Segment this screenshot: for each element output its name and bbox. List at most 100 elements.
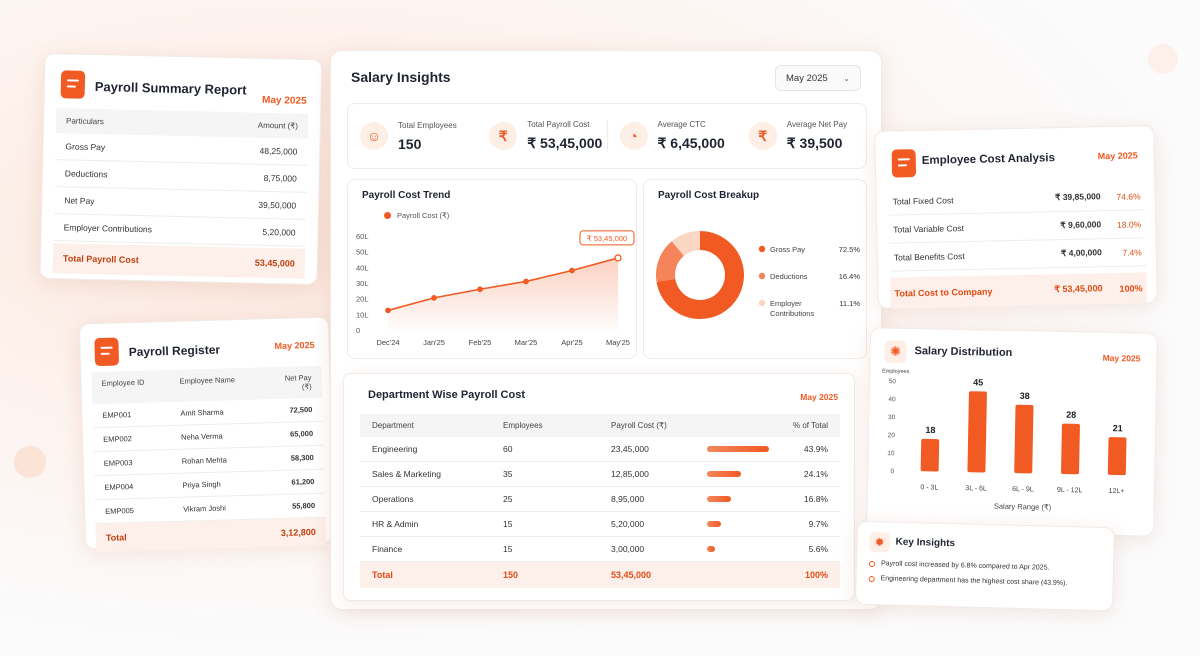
cost-analysis-list: Total Fixed Cost ₹ 39,85,000 74.6% Total Va… xyxy=(888,182,1147,309)
net-pay: 58,300 xyxy=(290,453,314,463)
y-tick-label: 50 xyxy=(889,378,897,385)
table-row: Employer Contributions 5,20,000 xyxy=(53,214,306,247)
payroll-cost: 8,95,000 xyxy=(611,494,645,504)
pie-icon: ◔ xyxy=(619,122,648,150)
kpi-value: ₹ 53,45,000 xyxy=(527,135,603,151)
decorative-circle xyxy=(1148,44,1178,74)
document-icon xyxy=(891,149,917,178)
percent-of-total: 43.9% xyxy=(803,444,828,454)
cost-percent: 74.6% xyxy=(1116,190,1141,202)
kpi-value: ₹ 6,45,000 xyxy=(657,135,725,151)
payroll-cost: 3,00,000 xyxy=(611,544,645,554)
x-tick-label: Mar'25 xyxy=(515,338,538,347)
bar-value-label: 21 xyxy=(1113,423,1123,433)
x-tick-label: 12L+ xyxy=(1109,488,1125,495)
share-bar xyxy=(707,519,791,529)
legend-label: Employer xyxy=(770,299,802,308)
department-total-row: Total 150 53,45,000 100% xyxy=(360,562,840,588)
department-name: Finance xyxy=(372,544,403,554)
card-title: Payroll Cost Trend xyxy=(362,190,451,201)
card-title: Payroll Register xyxy=(128,342,221,360)
row-label: Net Pay xyxy=(64,195,95,207)
employee-name: Priya Singh xyxy=(182,479,221,490)
department-name: Operations xyxy=(372,494,414,504)
total-label: Total xyxy=(105,532,127,543)
department-payroll-card: Department Wise Payroll Cost May 2025 De… xyxy=(343,373,855,601)
y-tick-label: 30 xyxy=(888,414,896,421)
table-row: Finance 15 3,00,000 5.6% xyxy=(360,537,840,562)
kpi-label: Average Net Pay xyxy=(786,120,848,129)
bar-value-label: 38 xyxy=(1020,391,1030,401)
kpi-label: Average CTC xyxy=(657,120,706,129)
employee-name: Rohan Mehta xyxy=(181,455,227,466)
breakup-donut-chart: Gross Pay 72.5% Deductions 16.4% EmployerCon… xyxy=(656,231,860,319)
cost-total-row: Total Cost to Company ₹ 53,45,000 100% xyxy=(890,272,1147,309)
share-bar xyxy=(707,544,791,554)
document-icon xyxy=(94,337,120,367)
payroll-cost: 12,85,000 xyxy=(611,469,649,479)
x-tick-label: 6L - 9L xyxy=(1012,486,1034,493)
insight-item: Engineering department has the highest c… xyxy=(868,575,1109,588)
cost-percent: 18.0% xyxy=(1116,218,1142,230)
total-label: Total Cost to Company xyxy=(894,286,993,299)
donut-slice xyxy=(656,231,744,319)
legend-value: 11.1% xyxy=(839,299,860,308)
col-amount: Amount (₹) xyxy=(257,120,299,131)
col-department: Department xyxy=(372,421,414,430)
kpi-receipt: ₹ Total Payroll Cost ₹ 53,45,000 xyxy=(477,120,606,152)
percent-of-total: 9.7% xyxy=(808,519,828,529)
row-value: 39,50,000 xyxy=(258,199,297,211)
kpi-strip: ☺ Total Employees 150 ₹ Total Payroll Cost ₹ … xyxy=(347,103,867,169)
trend-point xyxy=(431,295,437,301)
x-tick-label: Feb'25 xyxy=(469,338,492,347)
trend-point xyxy=(569,267,575,274)
bullet-icon xyxy=(868,575,875,583)
kpi-text: Average CTC ₹ 6,45,000 xyxy=(658,120,725,152)
y-tick-label: 0 xyxy=(891,468,895,475)
net-pay: 55,800 xyxy=(291,501,316,511)
employee-count: 25 xyxy=(503,494,513,504)
month-select[interactable]: May 2025 ⌄ xyxy=(775,65,861,91)
department-table: Department Employees Payroll Cost (₹) % … xyxy=(360,414,840,588)
row-value: 48,25,000 xyxy=(259,145,298,157)
cost-percent: 7.4% xyxy=(1122,246,1142,258)
kpi-value: 150 xyxy=(398,135,422,152)
cost-label: Total Fixed Cost xyxy=(892,194,954,207)
x-tick-label: May'25 xyxy=(606,338,630,347)
share-bar-fill xyxy=(707,496,731,502)
card-title: Employee Cost Analysis xyxy=(921,152,1056,167)
y-tick-label: 60L xyxy=(356,232,369,241)
employee-id: EMP001 xyxy=(102,410,132,420)
users-icon: ☺ xyxy=(360,122,388,150)
register-total-row: Total 3,12,800 xyxy=(95,517,327,553)
donut-slice xyxy=(671,231,700,256)
kpi-label: Total Payroll Cost xyxy=(527,120,590,129)
legend-label: Deductions xyxy=(770,272,808,281)
y-tick-label: 30L xyxy=(356,279,369,288)
table-header: Department Employees Payroll Cost (₹) % … xyxy=(360,414,840,437)
employee-cost-analysis-card: Employee Cost Analysis May 2025 Total Fi… xyxy=(874,125,1158,309)
kpi-value: ₹ 39,500 xyxy=(786,135,843,151)
card-title: Key Insights xyxy=(895,536,956,550)
document-icon xyxy=(60,70,86,99)
row-label: Employer Contributions xyxy=(63,222,153,235)
total-percent: 100% xyxy=(1119,282,1143,294)
col-employees: Employees xyxy=(503,421,543,430)
salary-insights-panel: Salary Insights May 2025 ⌄ ☺ Total Employ… xyxy=(330,50,882,610)
share-bar-fill xyxy=(707,446,769,452)
card-title: Payroll Summary Report xyxy=(94,79,247,98)
decorative-circle xyxy=(14,446,46,478)
trend-callout-label: ₹ 53,45,000 xyxy=(587,234,627,243)
trend-callout xyxy=(579,230,635,246)
x-tick-label: 3L - 6L xyxy=(965,485,987,492)
employee-count: 60 xyxy=(503,444,513,454)
col-employee-id: Employee ID xyxy=(101,377,145,388)
share-bar-fill xyxy=(707,546,715,552)
x-tick-label: 0 - 3L xyxy=(920,484,938,491)
employee-id: EMP004 xyxy=(104,482,134,492)
share-bar-track xyxy=(707,521,785,527)
employee-count: 35 xyxy=(503,469,513,479)
total-label: Total xyxy=(372,570,393,580)
percent-of-total: 5.6% xyxy=(808,544,828,554)
payroll-cost: 23,45,000 xyxy=(611,444,649,454)
